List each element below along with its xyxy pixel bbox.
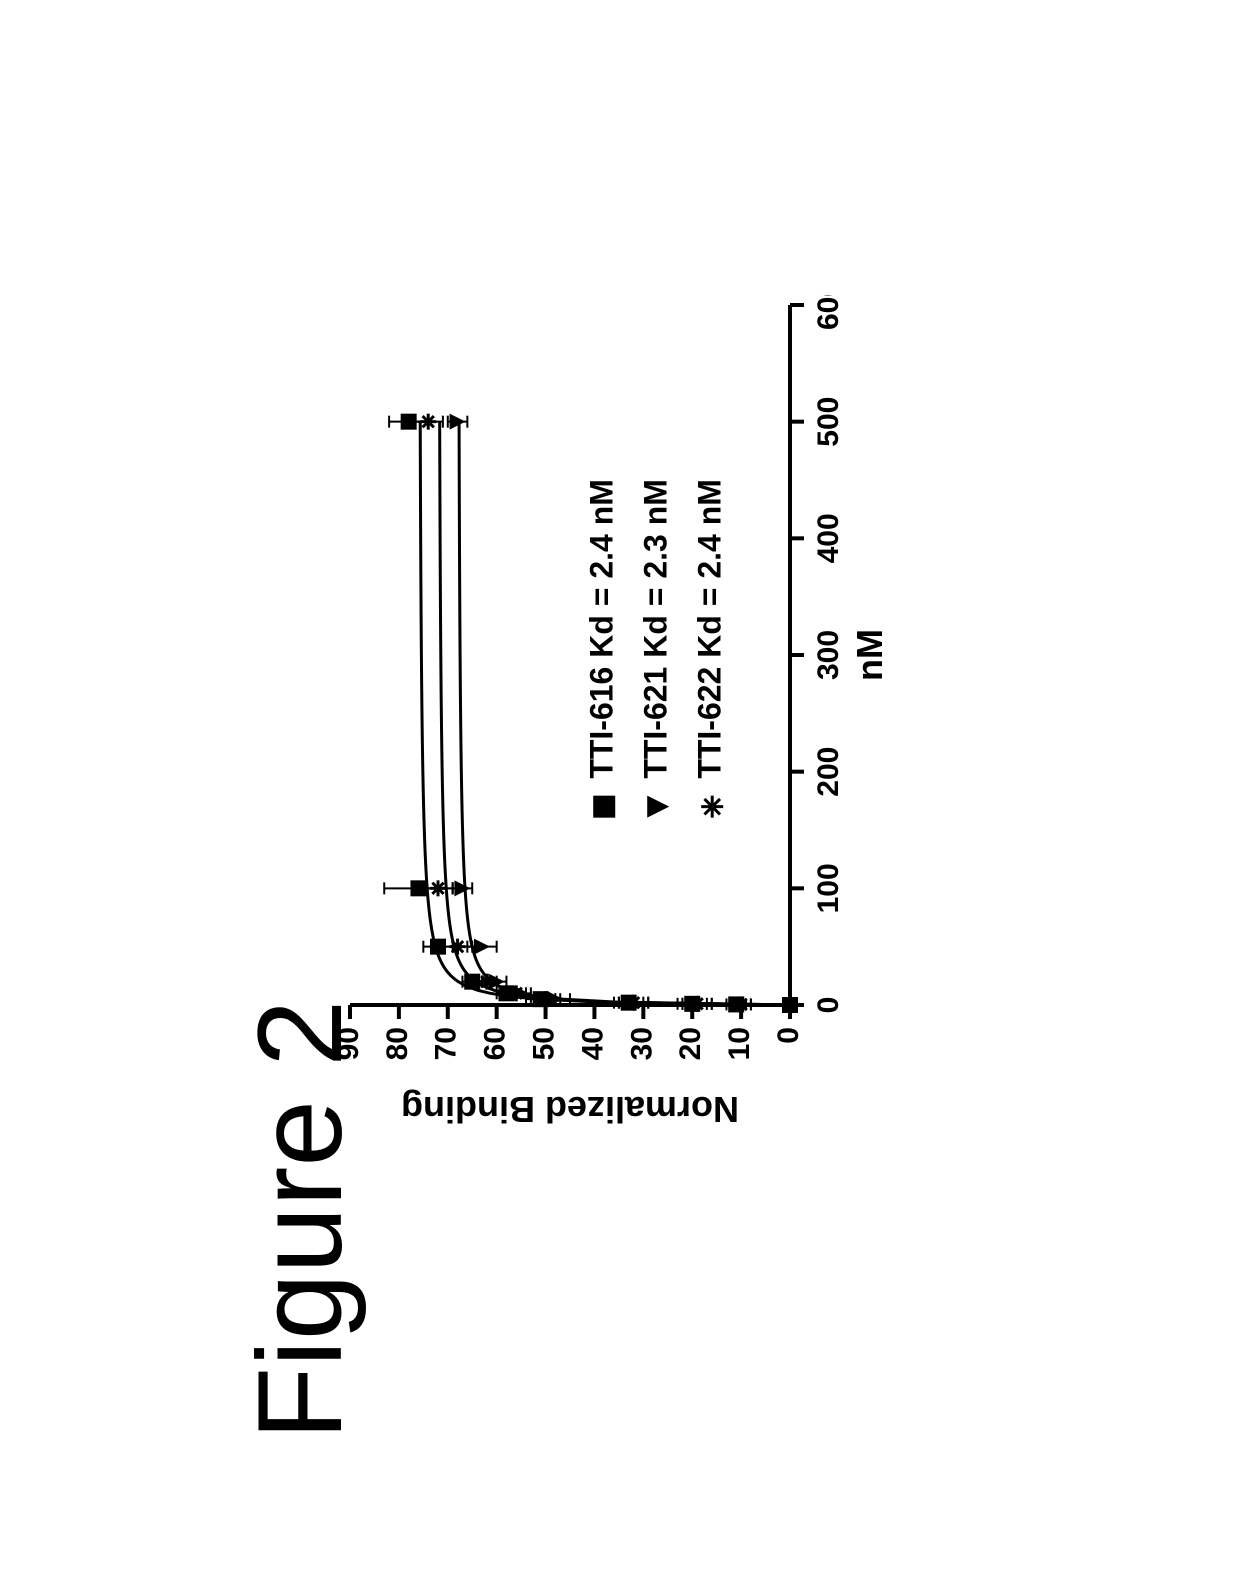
y-tick-label: 10 <box>723 1027 756 1060</box>
legend-label: TTI-616 Kd = 2.4 nM <box>584 479 620 779</box>
y-tick-label: 40 <box>576 1027 609 1060</box>
y-tick-label: 70 <box>430 1027 463 1060</box>
y-tick-label: 50 <box>527 1027 560 1060</box>
x-tick-label: 300 <box>812 629 845 679</box>
chart-legend: TTI-616 Kd = 2.4 nM TTI-621 Kd = 2.3 nM TT… <box>584 479 728 818</box>
chart-svg: 0 10 20 30 40 50 60 70 80 90 0 100 200 300 400 500 600 nM… <box>340 295 900 1125</box>
x-tick-label: 400 <box>812 513 845 563</box>
triangle-marker-icon <box>450 413 466 429</box>
binding-chart: 0 10 20 30 40 50 60 70 80 90 0 100 200 300 400 500 600 nM… <box>340 295 900 1125</box>
y-tick-label: 20 <box>674 1027 707 1060</box>
series-curve <box>459 421 790 1004</box>
x-tick-label: 100 <box>812 863 845 913</box>
y-tick-label: 80 <box>381 1027 414 1060</box>
legend-label: TTI-622 Kd = 2.4 nM <box>692 479 728 779</box>
asterisk-marker-icon <box>701 795 723 817</box>
x-axis-label: nM <box>849 629 890 681</box>
x-tick-label: 200 <box>812 746 845 796</box>
y-tick-label: 0 <box>772 1027 805 1044</box>
legend-label: TTI-621 Kd = 2.3 nM <box>638 479 674 779</box>
asterisk-marker-icon <box>479 973 495 989</box>
square-marker-icon <box>593 795 615 817</box>
y-axis-label: Normalized Binding <box>401 1089 739 1125</box>
triangle-marker-icon <box>474 938 490 954</box>
x-tick-label: 500 <box>812 396 845 446</box>
y-tick-label: 30 <box>625 1027 658 1060</box>
x-tick-label: 0 <box>812 996 845 1013</box>
y-tick-label: 90 <box>340 1027 365 1060</box>
triangle-marker-icon <box>647 795 669 817</box>
triangle-marker-icon <box>454 880 470 896</box>
y-tick-label: 60 <box>479 1027 512 1060</box>
page: Figure 2 0102030405060708090010020030040… <box>0 0 1240 1579</box>
asterisk-marker-icon <box>430 880 446 896</box>
asterisk-marker-icon <box>420 413 436 429</box>
x-tick-label: 600 <box>812 295 845 330</box>
